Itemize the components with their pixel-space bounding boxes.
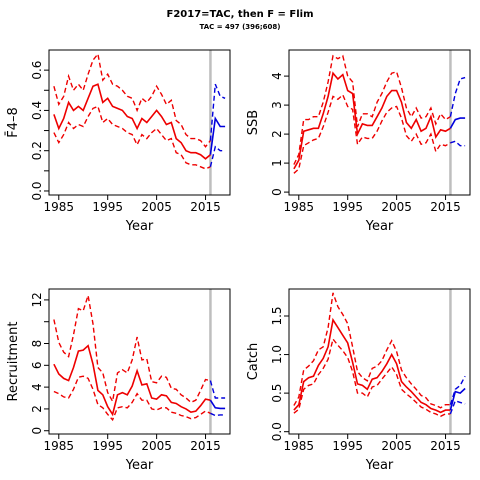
plot-frame [288,49,471,196]
y-tick-label: 3 [270,101,284,109]
projection-upper-line [209,83,226,141]
projection-upper-line [209,380,226,399]
projection-median-line [209,116,226,155]
y-tick-label: 0.0 [270,422,284,441]
y-tick-label: 0.4 [30,101,44,120]
projection-lower-line [209,145,226,167]
panel-fbar: 1985 1995 2005 2015 0.0 0.2 0.4 0.6 Year F̄4–8 [6,49,231,234]
x-tick-label: 1995 [92,439,123,453]
y-tick-label: 1.0 [270,345,284,364]
plot-frame [48,49,231,196]
y-axis-label: F̄4–8 [6,107,21,138]
y-tick-label: 1 [270,159,284,167]
historic-median-line [293,71,451,170]
panel-catch: 1985 1995 2005 2015 0.0 0.5 1.0 1.5 Year Catch [246,288,471,473]
historic-lower-line [53,105,211,170]
historic-upper-line [293,292,451,409]
x-tick-label: 2015 [190,200,221,214]
x-tick-label: 1995 [332,439,363,453]
projection-lower-line [449,399,466,415]
projection-median-line [449,117,466,129]
y-tick-label: 2 [30,405,44,413]
historic-median-line [53,344,211,417]
x-tick-label: 2015 [430,200,461,214]
y-tick-label: 0 [30,427,44,435]
y-tick-label: 6 [30,361,44,369]
x-tick-label: 2005 [381,200,412,214]
projection-lower-line [450,140,466,147]
historic-upper-line [53,52,211,148]
historic-lower-line [53,375,211,422]
historic-upper-line [293,54,451,165]
y-tick-label: 0.5 [270,384,284,403]
plot-frame [288,288,471,435]
x-axis-label: Year [365,219,394,234]
x-tick-label: 1985 [284,200,315,214]
y-tick-label: 12 [30,292,44,307]
projection-upper-line [449,375,466,405]
y-axis-label: SSB [246,110,261,135]
y-axis-label: Recruitment [6,322,21,402]
figure-title: F2017=TAC, then F = Flim [166,9,314,20]
y-tick-label: 0 [270,188,284,196]
panel-ssb: 1985 1995 2005 2015 0 1 2 3 4 Year SSB [246,49,471,234]
x-tick-label: 2005 [381,439,412,453]
x-tick-label: 2005 [141,439,172,453]
x-axis-label: Year [125,219,154,234]
projection-upper-line [449,76,466,117]
y-tick-label: 1.5 [270,306,284,325]
y-tick-label: 0.6 [30,61,44,80]
projection-median-line [209,399,226,410]
x-tick-label: 1995 [332,200,363,214]
y-tick-label: 4 [30,383,44,391]
figure-subtitle: TAC = 497 (396;608) [199,23,281,31]
x-axis-label: Year [125,458,154,473]
plot-frame [48,288,231,435]
x-tick-label: 1985 [44,200,75,214]
y-axis-label: Catch [246,343,261,381]
x-tick-label: 2015 [190,439,221,453]
panel-recruitment: 1985 1995 2005 2015 0 2 4 6 8 12 Year Recruitment [6,288,231,473]
projection-median-line [449,387,466,411]
x-tick-label: 1985 [44,439,75,453]
historic-median-line [293,317,451,414]
historic-lower-line [293,93,451,174]
projection-lower-line [210,412,226,417]
x-tick-label: 1985 [284,439,315,453]
y-tick-label: 4 [270,72,284,80]
y-tick-label: 0.0 [30,181,44,200]
y-tick-label: 2 [270,130,284,138]
y-tick-label: 8 [30,340,44,348]
x-tick-label: 2015 [430,439,461,453]
historic-lower-line [293,337,451,418]
y-tick-label: 0.2 [30,141,44,160]
historic-upper-line [53,295,211,404]
x-tick-label: 2005 [141,200,172,214]
x-axis-label: Year [365,458,394,473]
historic-median-line [53,83,211,160]
x-tick-label: 1995 [92,200,123,214]
